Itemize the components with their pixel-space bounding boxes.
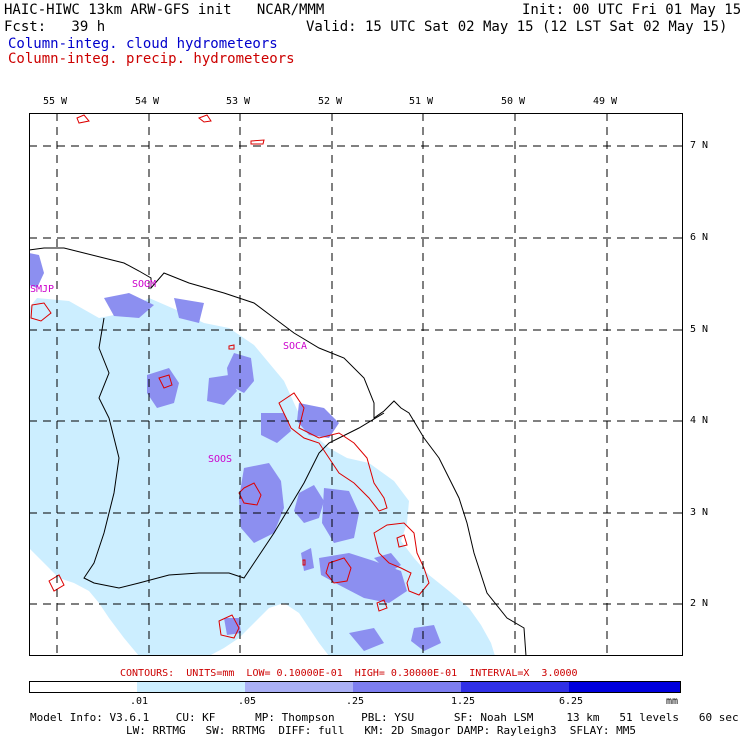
colorbar (29, 681, 681, 693)
lat-label: 5 N (690, 324, 709, 335)
colorbar-frame (29, 681, 681, 693)
lon-label: 52 W (318, 96, 343, 107)
colorbar-tick: .25 (346, 696, 365, 707)
cloud-shading-level3 (29, 253, 441, 651)
coastlines-borders (29, 247, 527, 656)
lon-label: 53 W (226, 96, 251, 107)
valid-time: Valid: 15 UTC Sat 02 May 15 (12 LST Sat … (306, 19, 728, 35)
station-label: SOGM (132, 279, 157, 290)
field-cloud-label: Column-integ. cloud hydrometeors (8, 36, 278, 52)
forecast-hour: Fcst: 39 h (4, 19, 106, 35)
lon-label: 54 W (135, 96, 160, 107)
map-panel (29, 113, 683, 656)
colorbar-segment (245, 681, 353, 693)
colorbar-segment (353, 681, 461, 693)
colorbar-tick: .01 (130, 696, 149, 707)
station-label: SOCA (283, 341, 308, 352)
contour-info: CONTOURS: UNITS=mm LOW= 0.10000E-01 HIGH… (120, 668, 578, 679)
lat-lon-grid (29, 113, 683, 656)
colorbar-tick: .05 (238, 696, 257, 707)
model-info-line1: Model Info: V3.6.1 CU: KF MP: Thompson P… (30, 711, 739, 724)
lon-label: 49 W (593, 96, 618, 107)
model-info-line2: LW: RRTMG SW: RRTMG DIFF: full KM: 2D Sm… (126, 724, 636, 737)
field-precip-label: Column-integ. precip. hydrometeors (8, 51, 295, 67)
station-label: SOOS (208, 454, 233, 465)
colorbar-units: mm (666, 696, 679, 707)
lat-ticks (677, 145, 683, 605)
lat-label: 6 N (690, 232, 709, 243)
init-time: Init: 00 UTC Fri 01 May 15 (522, 2, 740, 18)
lon-label: 51 W (409, 96, 434, 107)
colorbar-segment (461, 681, 569, 693)
station-label: SMJP (30, 284, 55, 295)
colorbar-segment (569, 681, 681, 693)
lat-label: 2 N (690, 598, 709, 609)
colorbar-segment (29, 681, 137, 693)
colorbar-segment (137, 681, 245, 693)
lon-label: 50 W (501, 96, 526, 107)
colorbar-tick: 1.25 (451, 696, 476, 707)
colorbar-tick: 6.25 (559, 696, 584, 707)
map-frame (29, 113, 683, 656)
plot-title: HAIC-HIWC 13km ARW-GFS init NCAR/MMM (4, 2, 325, 18)
lat-label: 7 N (690, 140, 709, 151)
lon-label: 55 W (43, 96, 68, 107)
precip-contours (30, 114, 430, 639)
lat-label: 4 N (690, 415, 709, 426)
lat-label: 3 N (690, 507, 709, 518)
